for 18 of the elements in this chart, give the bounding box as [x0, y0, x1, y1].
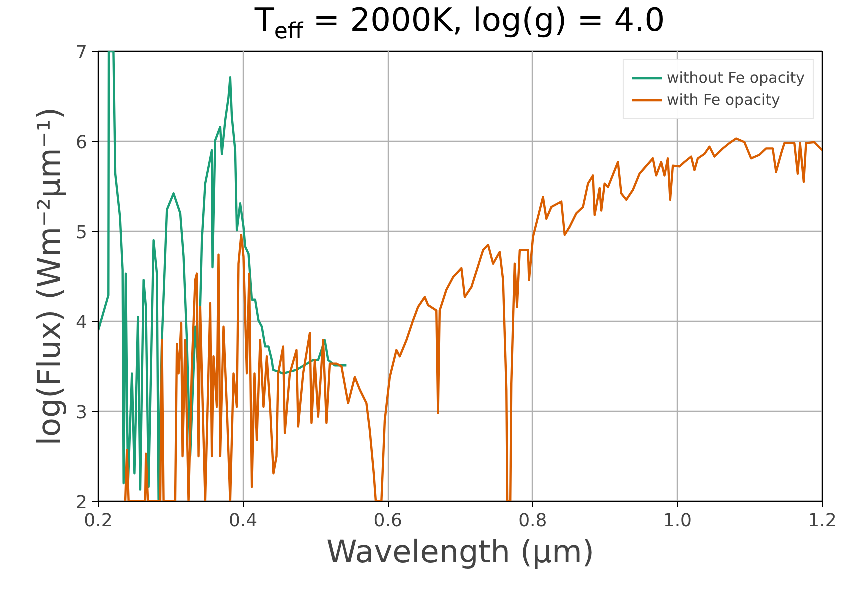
x-tick-label: 0.4	[228, 510, 258, 532]
x-tick-label: 1.2	[808, 510, 837, 532]
y-tick-label: 6	[76, 132, 88, 154]
x-tick-label: 0.8	[518, 510, 548, 532]
chart-title: T$_{eff}$ = 2000K, log(g) = 4.0	[254, 0, 666, 46]
y-tick-label: 3	[76, 402, 88, 424]
y-axis-title: log(Flux) (Wm⁻²μm⁻¹)	[32, 107, 68, 446]
y-tick-label: 2	[76, 492, 88, 514]
x-tick-label: 0.6	[374, 510, 402, 532]
line-series	[124, 138, 822, 502]
y-tick-label: 5	[76, 222, 88, 244]
x-tick-label: 0.2	[84, 510, 113, 532]
y-tick-label: 7	[76, 42, 88, 64]
legend-label: without Fe opacity	[666, 69, 805, 87]
x-tick-label: 1.0	[663, 510, 692, 532]
y-tick-label: 4	[76, 312, 88, 334]
legend-label: with Fe opacity	[666, 91, 780, 109]
x-axis-title: Wavelength (μm)	[326, 534, 594, 570]
